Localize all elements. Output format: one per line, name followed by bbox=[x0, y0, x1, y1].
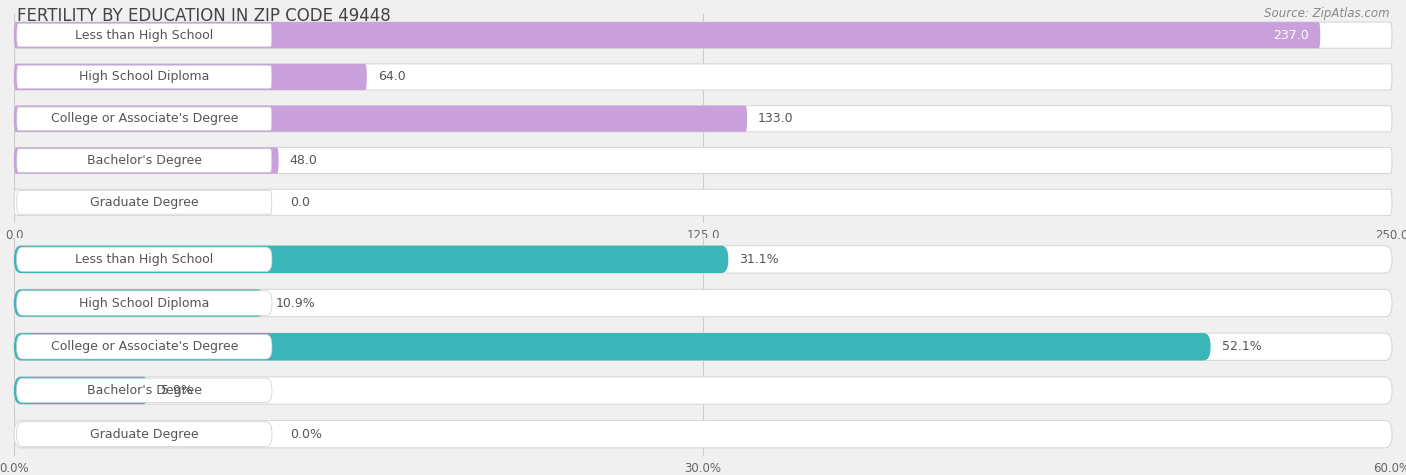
FancyBboxPatch shape bbox=[17, 190, 271, 214]
Text: 10.9%: 10.9% bbox=[276, 296, 315, 310]
FancyBboxPatch shape bbox=[14, 377, 1392, 404]
Text: Graduate Degree: Graduate Degree bbox=[90, 196, 198, 209]
FancyBboxPatch shape bbox=[14, 105, 747, 132]
FancyBboxPatch shape bbox=[17, 149, 271, 172]
Text: 31.1%: 31.1% bbox=[740, 253, 779, 266]
FancyBboxPatch shape bbox=[14, 420, 1392, 448]
FancyBboxPatch shape bbox=[14, 246, 1392, 273]
FancyBboxPatch shape bbox=[17, 247, 271, 272]
Text: Source: ZipAtlas.com: Source: ZipAtlas.com bbox=[1264, 7, 1389, 20]
FancyBboxPatch shape bbox=[17, 422, 271, 446]
FancyBboxPatch shape bbox=[14, 147, 278, 174]
FancyBboxPatch shape bbox=[17, 23, 271, 47]
Text: Less than High School: Less than High School bbox=[75, 253, 214, 266]
Text: 133.0: 133.0 bbox=[758, 112, 794, 125]
FancyBboxPatch shape bbox=[14, 64, 367, 90]
FancyBboxPatch shape bbox=[17, 334, 271, 359]
FancyBboxPatch shape bbox=[14, 189, 1392, 216]
FancyBboxPatch shape bbox=[17, 65, 271, 89]
Text: Bachelor's Degree: Bachelor's Degree bbox=[87, 384, 202, 397]
FancyBboxPatch shape bbox=[14, 147, 1392, 174]
Text: 5.9%: 5.9% bbox=[160, 384, 193, 397]
Text: 237.0: 237.0 bbox=[1274, 28, 1309, 42]
Text: College or Associate's Degree: College or Associate's Degree bbox=[51, 112, 238, 125]
FancyBboxPatch shape bbox=[14, 64, 1392, 90]
Text: 64.0: 64.0 bbox=[378, 70, 405, 84]
FancyBboxPatch shape bbox=[14, 289, 1392, 317]
Text: 48.0: 48.0 bbox=[290, 154, 318, 167]
FancyBboxPatch shape bbox=[14, 22, 1320, 48]
Text: 52.1%: 52.1% bbox=[1222, 340, 1261, 353]
Text: FERTILITY BY EDUCATION IN ZIP CODE 49448: FERTILITY BY EDUCATION IN ZIP CODE 49448 bbox=[17, 7, 391, 25]
FancyBboxPatch shape bbox=[17, 378, 271, 403]
Text: Graduate Degree: Graduate Degree bbox=[90, 428, 198, 441]
Text: College or Associate's Degree: College or Associate's Degree bbox=[51, 340, 238, 353]
Text: Bachelor's Degree: Bachelor's Degree bbox=[87, 154, 202, 167]
Text: 0.0%: 0.0% bbox=[290, 428, 322, 441]
FancyBboxPatch shape bbox=[14, 246, 728, 273]
FancyBboxPatch shape bbox=[17, 291, 271, 315]
Text: High School Diploma: High School Diploma bbox=[79, 296, 209, 310]
FancyBboxPatch shape bbox=[14, 333, 1392, 361]
Text: Less than High School: Less than High School bbox=[75, 28, 214, 42]
Text: High School Diploma: High School Diploma bbox=[79, 70, 209, 84]
FancyBboxPatch shape bbox=[14, 105, 1392, 132]
FancyBboxPatch shape bbox=[14, 22, 1392, 48]
FancyBboxPatch shape bbox=[14, 289, 264, 317]
FancyBboxPatch shape bbox=[17, 107, 271, 131]
Text: 0.0: 0.0 bbox=[290, 196, 309, 209]
FancyBboxPatch shape bbox=[14, 377, 149, 404]
FancyBboxPatch shape bbox=[14, 333, 1211, 361]
